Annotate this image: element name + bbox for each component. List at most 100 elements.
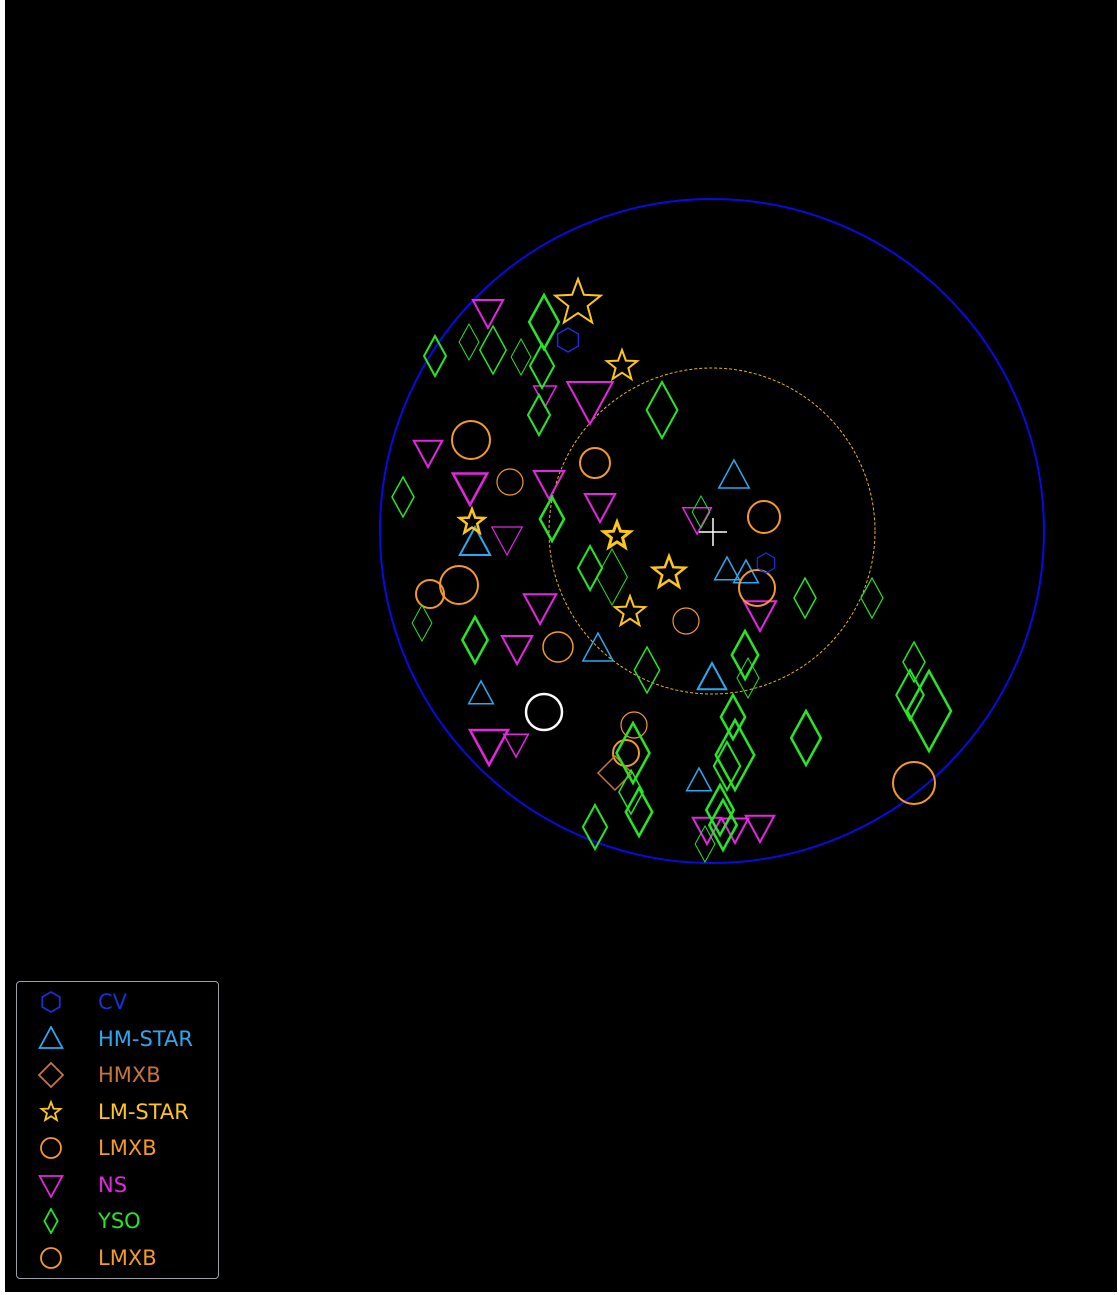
legend-item: LMXB	[17, 1132, 220, 1162]
triangle-down-source-marker	[500, 635, 534, 667]
circle-source-marker	[579, 447, 611, 479]
thin-diamond-source-marker	[645, 379, 679, 441]
triangle-up-source-marker	[717, 458, 751, 489]
thin-diamond-source-marker	[905, 668, 953, 754]
triangle-down-source-marker	[720, 817, 750, 846]
thin-diamond-icon	[43, 1208, 59, 1234]
legend-label: LM-STAR	[98, 1099, 189, 1124]
triangle-up-source-marker	[467, 679, 495, 705]
triangle-down-source-marker	[450, 472, 490, 508]
thin-diamond-source-marker	[691, 494, 711, 530]
circle-source-marker	[451, 420, 491, 460]
thin-diamond-source-marker	[793, 576, 817, 620]
triangle-down-source-marker	[583, 493, 617, 525]
thin-diamond-source-marker	[527, 292, 561, 352]
triangle-down-source-marker	[691, 816, 723, 847]
thin-diamond-source-marker	[581, 802, 609, 852]
circle-icon	[40, 1137, 62, 1159]
thin-diamond-source-marker	[618, 768, 644, 816]
triangle-down-icon	[38, 1174, 64, 1198]
thin-diamond-source-marker	[730, 628, 760, 682]
thin-diamond-source-marker	[736, 656, 760, 700]
thin-diamond-source-marker	[704, 782, 736, 838]
circle-source-marker	[439, 565, 479, 605]
star-source-marker	[456, 505, 488, 536]
thin-diamond-source-marker	[615, 720, 651, 786]
triangle-down-source-marker	[565, 381, 615, 427]
triangle-up-source-marker	[696, 660, 728, 691]
triangle-up-source-marker	[581, 631, 615, 662]
triangle-up-source-marker	[685, 766, 713, 792]
circle-source-marker	[747, 500, 781, 534]
star-source-marker	[599, 517, 635, 551]
outer-extraction-circle	[379, 198, 1045, 864]
circle-source-marker	[415, 579, 445, 609]
thin-diamond-source-marker	[510, 337, 532, 377]
thin-diamond-source-marker	[526, 392, 552, 438]
legend-item: HM-STAR	[17, 1023, 220, 1053]
thin-diamond-source-marker	[895, 667, 925, 723]
legend-label: LMXB	[98, 1136, 157, 1160]
triangle-down-source-marker	[467, 728, 511, 768]
circle-source-marker	[738, 569, 776, 607]
legend-item: CV	[17, 986, 220, 1016]
thin-diamond-source-marker	[694, 824, 716, 864]
hexagon-source-marker	[756, 552, 776, 574]
sky-map	[290, 130, 1045, 864]
star-source-marker	[649, 552, 689, 590]
circle-icon	[40, 1246, 62, 1269]
hexagon-icon	[41, 990, 61, 1014]
star-source-marker	[552, 276, 604, 325]
legend-label: HMXB	[98, 1063, 161, 1087]
thin-diamond-source-marker	[538, 494, 566, 544]
thin-diamond-source-marker	[576, 543, 604, 593]
triangle-up-source-marker	[458, 524, 492, 556]
thin-diamond-source-marker	[714, 717, 756, 793]
thin-diamond-source-marker	[528, 341, 556, 391]
star-source-marker	[612, 593, 648, 628]
thin-diamond-source-marker	[460, 614, 490, 666]
thin-diamond-source-marker	[478, 324, 508, 376]
triangle-up-icon	[38, 1025, 64, 1049]
circle-source-marker	[672, 607, 700, 635]
triangle-down-source-marker	[502, 733, 530, 759]
thin-diamond-source-marker	[789, 708, 823, 768]
triangle-up-source-marker	[713, 555, 741, 581]
triangle-down-source-marker	[532, 470, 566, 502]
center-cross	[699, 518, 727, 546]
triangle-down-source-marker	[522, 593, 558, 627]
thin-diamond-source-marker	[391, 475, 415, 519]
circle-source-marker	[542, 631, 574, 663]
thin-diamond-source-marker	[596, 547, 628, 607]
thin-diamond-source-marker	[458, 322, 480, 362]
legend-label: HM-STAR	[98, 1026, 193, 1051]
legend-item: LM-STAR	[17, 1096, 220, 1126]
star-source-marker	[604, 347, 640, 382]
thin-diamond-source-marker	[902, 640, 926, 684]
thin-diamond-source-marker	[411, 603, 433, 643]
legend-item: LMXB	[17, 1242, 220, 1272]
legend: CV HM-STAR HMXB LM-STAR LMXB NS YSO LMXB	[16, 981, 219, 1279]
thin-diamond-source-marker	[712, 739, 742, 793]
thin-diamond-source-marker	[633, 645, 661, 695]
inner-extraction-circle	[548, 367, 876, 695]
legend-label: LMXB	[98, 1245, 157, 1270]
legend-item: NS	[17, 1169, 220, 1199]
thin-diamond-source-marker	[624, 785, 654, 839]
triangle-down-source-marker	[742, 600, 778, 634]
marked-source-circle	[524, 692, 564, 732]
circle-source-marker	[892, 761, 936, 805]
circle-source-marker	[620, 711, 648, 739]
triangle-down-source-marker	[681, 507, 713, 536]
circle-source-marker	[496, 468, 524, 496]
thin-diamond-source-marker	[707, 797, 739, 853]
star-icon	[39, 1098, 63, 1122]
triangle-down-source-marker	[744, 814, 776, 845]
triangle-down-source-marker	[471, 299, 505, 331]
legend-item: YSO	[17, 1205, 220, 1235]
mosaic-gaps	[290, 130, 830, 730]
thin-diamond-source-marker	[860, 576, 884, 620]
triangle-down-source-marker	[490, 526, 524, 557]
triangle-down-source-marker	[412, 439, 444, 470]
source-markers	[391, 276, 953, 864]
